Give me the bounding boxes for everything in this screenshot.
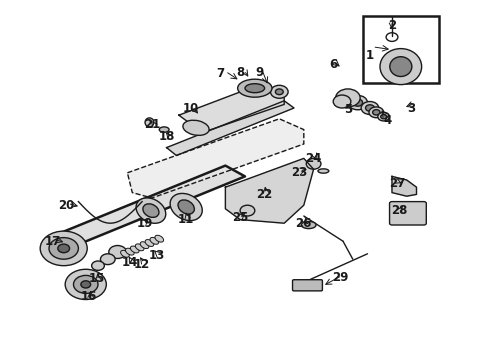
Ellipse shape (136, 198, 166, 223)
Text: 26: 26 (295, 217, 312, 230)
Text: 13: 13 (148, 249, 165, 262)
Text: 7: 7 (217, 67, 224, 80)
Circle shape (74, 275, 98, 293)
Circle shape (81, 281, 91, 288)
Circle shape (270, 85, 288, 98)
Text: 6: 6 (329, 58, 337, 71)
Text: 15: 15 (89, 273, 105, 285)
Text: 9: 9 (256, 66, 264, 78)
Text: 22: 22 (256, 188, 273, 201)
Ellipse shape (390, 57, 412, 77)
Text: 2: 2 (388, 19, 396, 32)
Circle shape (100, 254, 115, 265)
Circle shape (40, 231, 87, 266)
Text: 29: 29 (332, 271, 349, 284)
Polygon shape (179, 86, 284, 131)
Circle shape (306, 158, 321, 169)
Ellipse shape (245, 84, 265, 93)
Circle shape (65, 269, 106, 300)
Polygon shape (127, 119, 304, 198)
Polygon shape (49, 166, 245, 248)
Text: 27: 27 (389, 177, 405, 190)
Ellipse shape (318, 169, 329, 173)
Circle shape (353, 99, 363, 106)
Text: 4: 4 (383, 114, 391, 127)
Text: 21: 21 (144, 118, 160, 131)
Text: 24: 24 (305, 152, 322, 165)
Text: 10: 10 (183, 102, 199, 114)
Polygon shape (167, 101, 294, 156)
Ellipse shape (145, 239, 154, 247)
Bar (363, 16, 439, 83)
Ellipse shape (170, 193, 202, 221)
Ellipse shape (159, 127, 169, 132)
Text: 8: 8 (236, 66, 244, 78)
Text: 5: 5 (344, 103, 352, 116)
Circle shape (109, 246, 126, 258)
Circle shape (49, 238, 78, 259)
Circle shape (92, 261, 104, 270)
Ellipse shape (140, 242, 149, 249)
Circle shape (378, 112, 390, 121)
Circle shape (240, 205, 255, 216)
Ellipse shape (145, 118, 154, 127)
Ellipse shape (121, 250, 129, 257)
FancyBboxPatch shape (390, 202, 426, 225)
Text: 14: 14 (122, 256, 138, 269)
Circle shape (58, 244, 70, 253)
Circle shape (381, 114, 387, 119)
Text: 1: 1 (366, 49, 374, 62)
Ellipse shape (301, 221, 316, 229)
Ellipse shape (130, 246, 139, 253)
Text: 11: 11 (178, 213, 195, 226)
Text: 25: 25 (232, 211, 248, 224)
Text: 19: 19 (136, 217, 153, 230)
Text: 28: 28 (391, 204, 408, 217)
Ellipse shape (125, 248, 134, 255)
Ellipse shape (183, 120, 209, 135)
Ellipse shape (143, 204, 159, 217)
Circle shape (369, 107, 384, 118)
Ellipse shape (135, 244, 144, 251)
Text: 23: 23 (291, 166, 307, 179)
Circle shape (275, 89, 283, 95)
Circle shape (333, 95, 351, 108)
Text: 20: 20 (58, 199, 74, 212)
Circle shape (372, 110, 380, 115)
Text: 17: 17 (45, 235, 61, 248)
Ellipse shape (380, 49, 421, 85)
Circle shape (348, 95, 368, 110)
FancyBboxPatch shape (293, 280, 322, 291)
Circle shape (336, 89, 360, 107)
Ellipse shape (150, 237, 159, 244)
Polygon shape (225, 158, 314, 223)
Circle shape (361, 102, 379, 114)
Circle shape (366, 105, 374, 111)
Text: 3: 3 (408, 102, 416, 114)
Text: 12: 12 (134, 258, 150, 271)
Ellipse shape (238, 79, 272, 97)
Ellipse shape (155, 235, 164, 242)
Ellipse shape (178, 200, 195, 214)
Polygon shape (392, 176, 416, 196)
Text: 18: 18 (158, 130, 175, 143)
Text: 16: 16 (81, 291, 98, 303)
